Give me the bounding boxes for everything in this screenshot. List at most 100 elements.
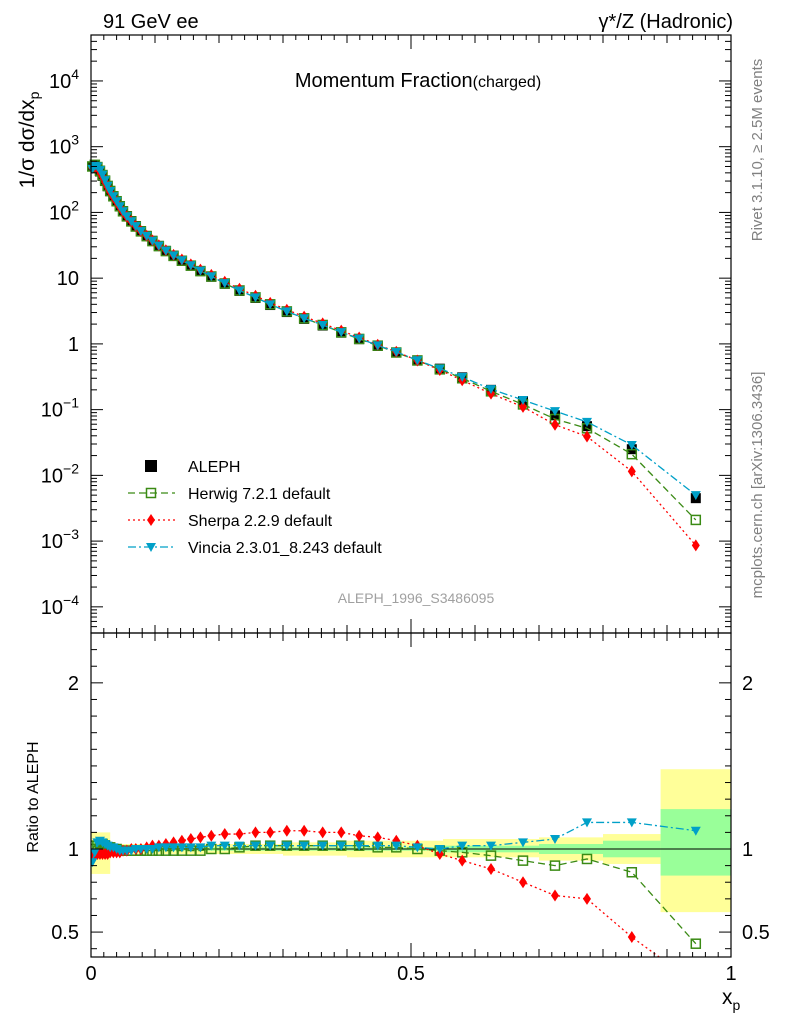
ratio-point-2-44 [690,826,701,836]
main-ytick-exp-8: −4 [63,592,79,608]
ratio-point-1-31 [318,826,327,839]
ratio-point-1-22 [186,833,195,846]
ratio-point-2-26 [234,841,245,851]
ratio-point-2-40 [518,838,528,848]
ratio-point-2-27 [250,841,261,851]
ratio-ytick-label-left-1: 1 [68,839,79,861]
main-point-3-17 [147,236,158,246]
main-point-3-7 [105,186,116,196]
x-axis-label-sub: p [733,997,741,1013]
legend-label-1: Herwig 7.2.1 default [188,486,331,503]
legend: ALEPH Herwig 7.2.1 default Sherpa 2.2.9 de… [128,459,382,557]
rivet-side-label: Rivet 3.1.10, ≥ 2.5M events [749,59,766,242]
main-series-3 [87,161,701,501]
main-point-3-14 [130,222,141,232]
ratio-point-1-28 [266,826,275,839]
main-point-3-18 [153,241,164,251]
ratio-point-1-23 [196,831,205,844]
main-ytick-label-6: 10−2 [41,460,79,487]
main-ytick-label-4: 1 [68,334,79,356]
ratio-point-1-26 [235,828,244,841]
ratio-ytick-label-right-2: 0.5 [742,922,770,944]
ratio-frame [90,632,732,958]
main-ytick-exp-5: −1 [63,395,79,411]
ratio-point-2-0 [91,858,98,868]
ratio-point-1-41 [551,889,559,902]
main-ytick-base-5: 10 [41,400,63,422]
legend-label-3: Vincia 2.3.01_8.243 default [188,540,382,557]
ratio-point-0-42 [581,853,593,865]
ratio-point-2-31 [317,841,328,851]
main-ytick-exp-6: −2 [63,460,79,476]
main-point-3-29 [281,307,292,317]
main-point-2-44 [691,539,700,552]
ratio-xtick-label-0: 0 [85,963,96,985]
main-title-text: Momentum Fraction [295,70,473,92]
main-point-3-11 [118,207,128,217]
ratio-plot-area: 0 0.5 1 2 2 1 1 0.5 0.5 [51,632,770,985]
main-ylabel-sub: p [26,91,42,99]
main-ytick-label-3: 10 [57,268,79,290]
ratio-ytick-label-left-2: 0.5 [51,922,79,944]
main-point-3-3 [94,166,105,176]
main-point-3-40 [518,396,528,406]
mcplots-side-label: mcplots.cern.ch [arXiv:1306.3436] [749,372,766,599]
ratio-point-2-23 [195,843,206,853]
ratio-point-2-21 [176,843,187,853]
main-point-3-39 [486,385,496,395]
main-point-3-31 [317,320,328,330]
main-ytick-base-3: 10 [57,268,79,290]
main-point-3-23 [195,266,206,276]
main-series-line-2 [92,165,697,546]
main-series-0 [87,160,701,504]
ratio-ytick-label-right-0: 2 [742,673,753,695]
header-right: γ*/Z (Hadronic) [599,11,733,33]
legend-label-0: ALEPH [188,459,240,476]
main-point-3-15 [135,227,146,237]
main-point-3-6 [102,181,113,191]
ratio-point-2-33 [354,841,365,851]
main-point-3-20 [168,251,179,261]
main-ytick-label-7: 10−3 [41,526,79,553]
ratio-point-2-30 [299,841,310,851]
ratio-point-2-18 [153,843,164,853]
ratio-point-0-43 [626,867,638,878]
ratio-point-2-36 [412,843,423,853]
main-ytick-base-1: 10 [49,137,71,159]
main-ytick-label-0: 104 [49,66,79,93]
main-ytick-base-0: 10 [49,71,71,93]
ratio-point-1-30 [300,824,309,837]
main-series-1 [87,159,702,526]
x-axis-label-text: x [722,986,733,1009]
ratio-point-2-39 [486,841,496,851]
ratio-point-1-42 [583,892,591,905]
ratio-point-2-41 [550,835,560,845]
ratio-ytick-label-right-1: 1 [742,839,753,861]
ratio-point-2-42 [582,818,592,828]
ratio-point-1-29 [282,824,291,837]
ratio-point-2-43 [626,818,637,828]
ratio-point-2-34 [372,841,383,851]
main-point-3-34 [372,341,383,351]
main-point-3-35 [391,347,402,357]
main-point-2-41 [551,418,559,431]
main-point-3-44 [690,491,701,501]
ratio-point-0-39 [485,850,497,861]
ratio-point-2-22 [185,843,196,853]
main-point-2-43 [627,465,636,478]
main-point-3-25 [219,279,230,289]
main-point-3-22 [185,261,196,271]
main-point-2-42 [583,430,591,443]
main-title-suffix: (charged) [473,74,541,91]
main-frame [90,34,732,634]
ratio-point-1-27 [251,826,260,839]
ratio-point-1-40 [519,876,527,889]
main-point-3-36 [412,356,423,366]
ratio-point-1-32 [337,826,346,839]
main-title: Momentum Fraction(charged) [295,70,541,92]
legend-label-2: Sherpa 2.2.9 default [188,513,333,530]
ratio-point-1-38 [458,854,467,867]
main-point-3-10 [114,202,125,212]
